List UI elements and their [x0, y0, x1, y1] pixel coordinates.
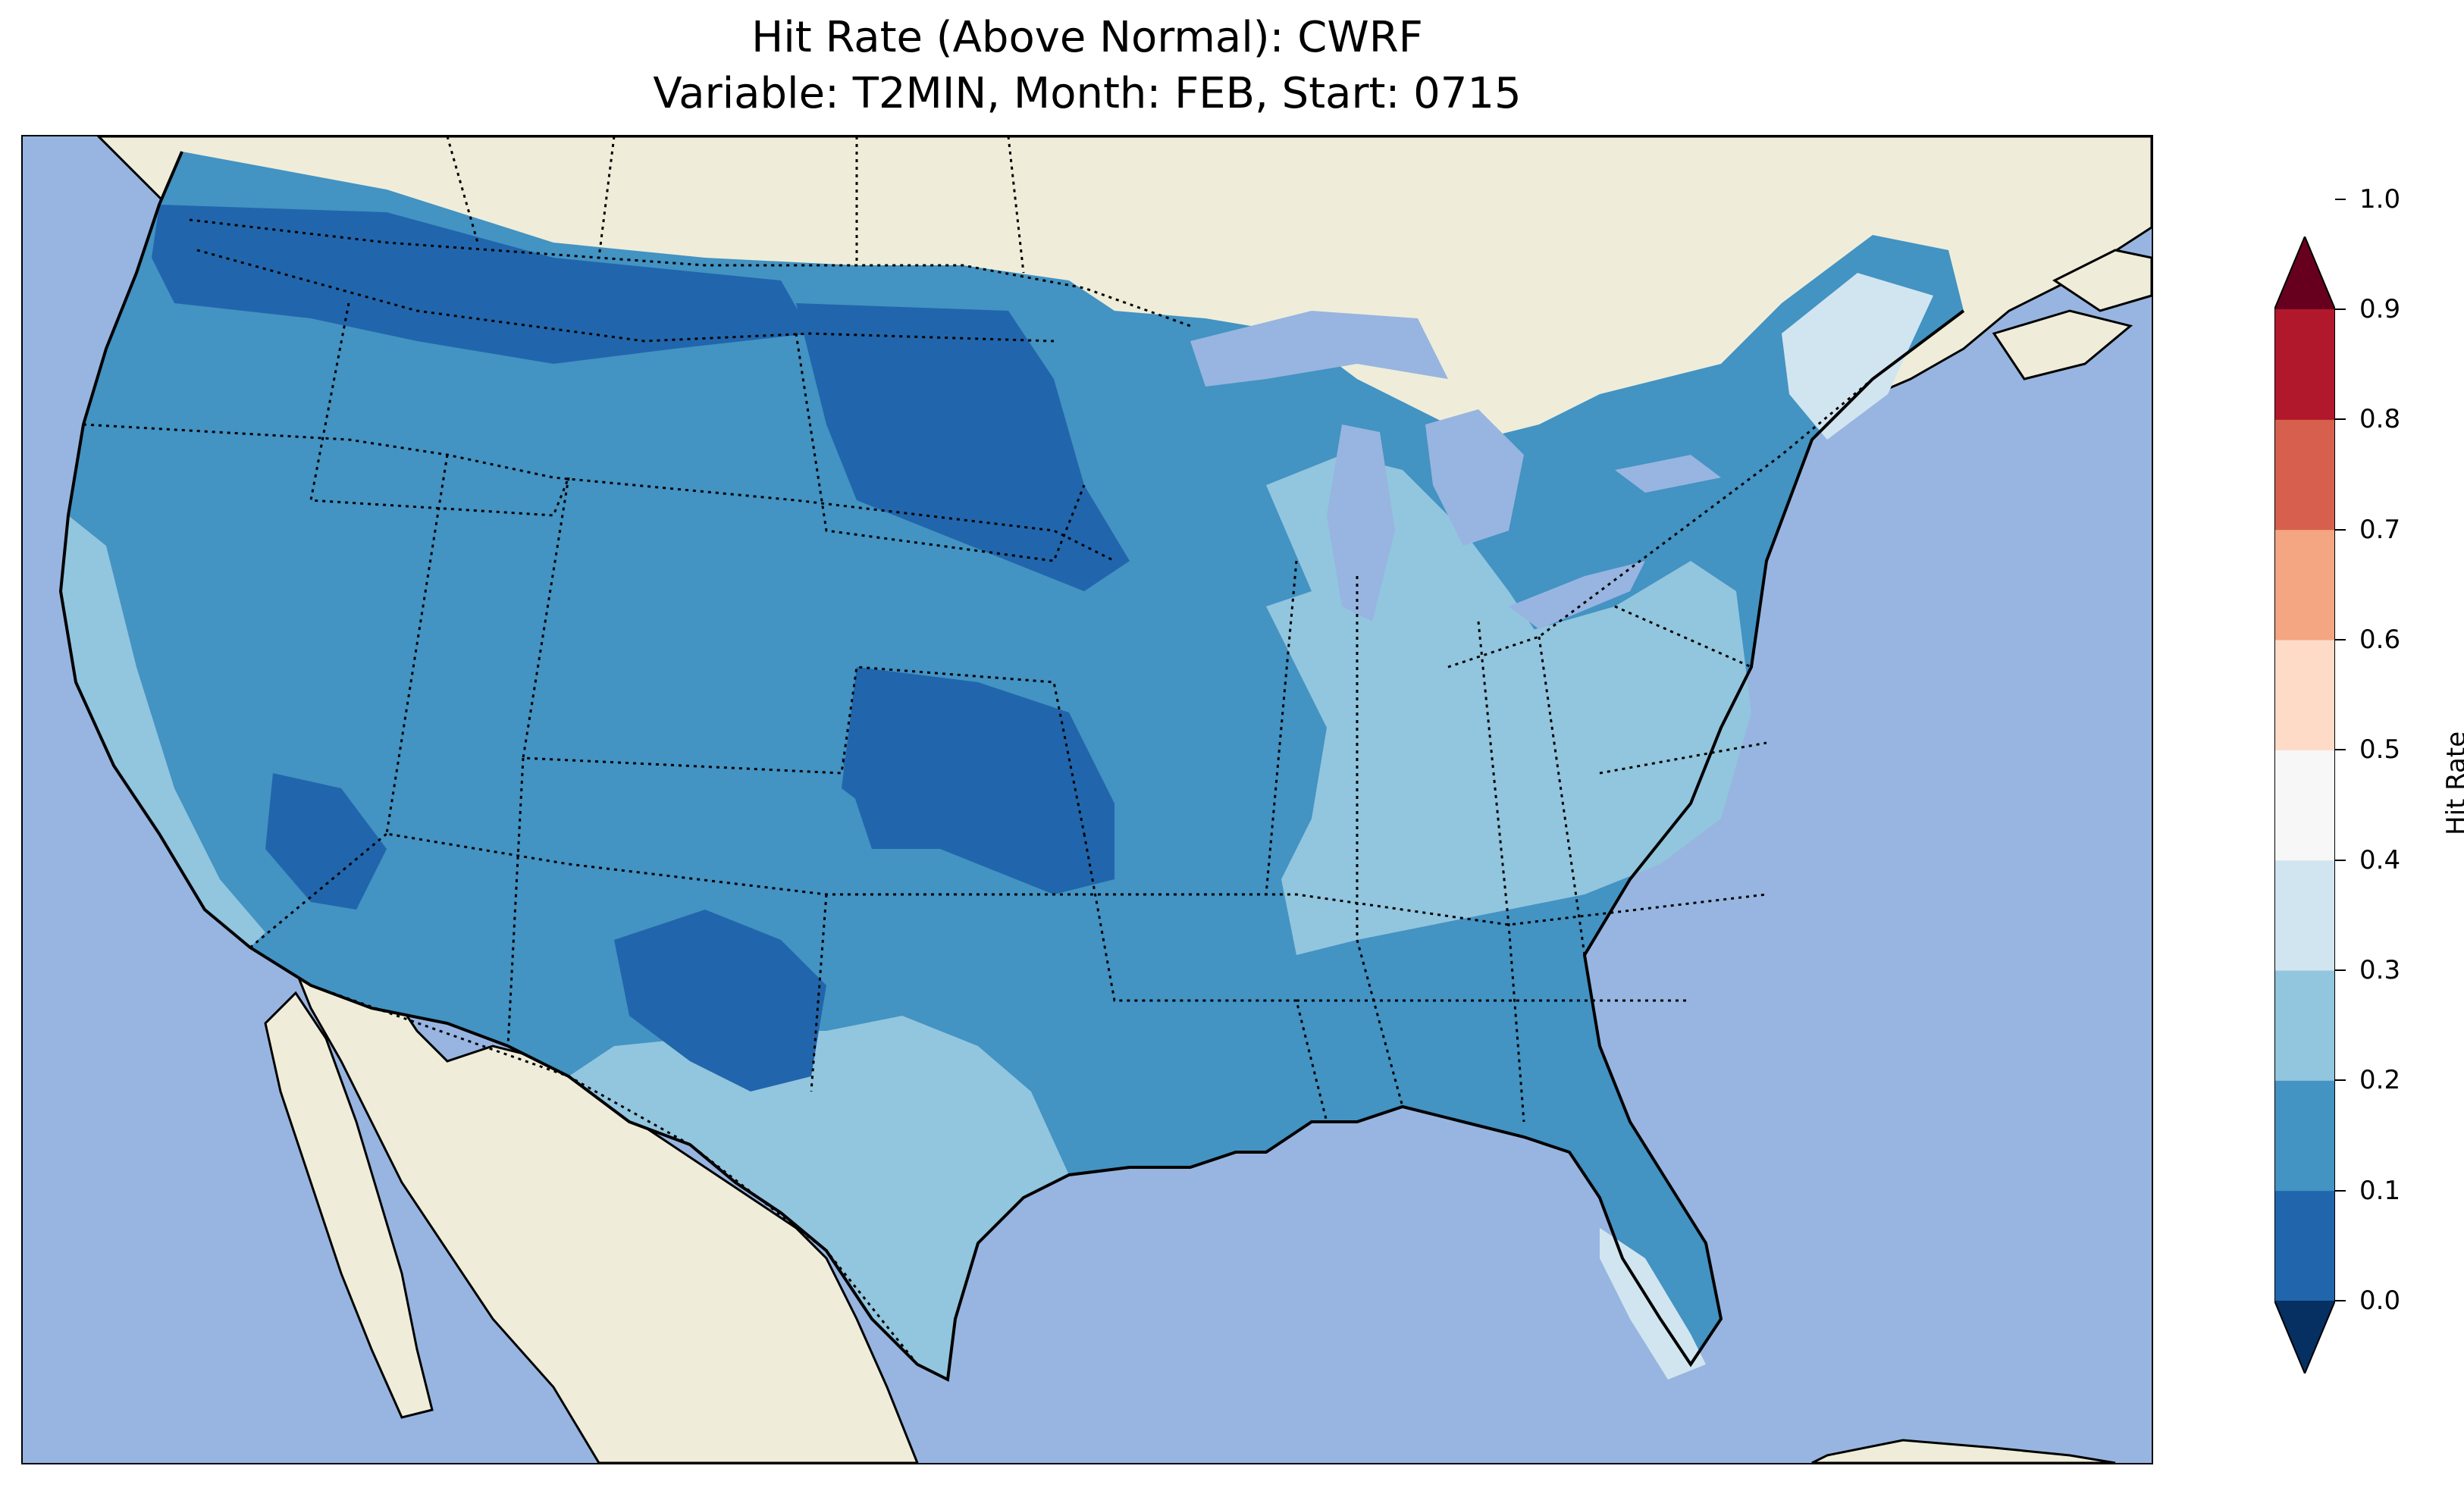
colorbar-tick-label: 0.5: [2359, 734, 2401, 766]
colorbar-segment: [2274, 529, 2335, 641]
colorbar-tick-mark: [2335, 639, 2346, 641]
colorbar-tick-label: 0.1: [2359, 1175, 2401, 1206]
chart-subtitle: Variable: T2MIN, Month: FEB, Start: 0715: [653, 69, 1522, 118]
colorbar-extend-max: [2274, 236, 2335, 309]
colorbar-tick-mark: [2335, 528, 2346, 531]
colorbar-tick-label: 0.0: [2359, 1286, 2401, 1316]
colorbar-tick-mark: [2335, 1189, 2346, 1192]
colorbar-tick-label: 1.0: [2359, 183, 2401, 215]
ohio-valley-region: [1266, 561, 1751, 955]
colorbar-tick-mark: [2335, 1300, 2346, 1301]
state-boundaries: [83, 249, 1814, 1123]
colorbar-tick-mark: [2335, 198, 2346, 200]
colorbar-segment: [2274, 860, 2335, 971]
colorbar-segment: [2274, 750, 2335, 861]
map-canvas: [23, 136, 2152, 1463]
colorbar-tick-label: 0.2: [2359, 1065, 2401, 1096]
colorbar-tick-mark: [2335, 859, 2346, 861]
colorbar-segment: [2274, 970, 2335, 1081]
mexico-landmass: [278, 931, 919, 1463]
colorbar-segment: [2274, 419, 2335, 531]
nova-scotia-landmass: [1992, 309, 2133, 381]
colorbar-tick-label: 0.7: [2359, 514, 2401, 545]
lake-huron: [1425, 409, 1524, 546]
colorbar-label: Hit Rate: [2441, 731, 2464, 835]
california-coast-region: [61, 515, 265, 947]
nova-scotia-landmass: [2052, 249, 2152, 312]
colorbar-segment: [2274, 640, 2335, 750]
colorbar-tick-label: 0.4: [2359, 844, 2401, 875]
map-panel: [21, 135, 2153, 1464]
colorbar-tick-label: 0.6: [2359, 625, 2401, 655]
northern-new-england-region: [1782, 273, 1933, 440]
pacific-northwest-region: [152, 205, 811, 364]
colorbar-tick-label: 0.9: [2359, 294, 2401, 324]
baja-california-landmass: [264, 991, 434, 1419]
colorbar-segment: [2274, 1080, 2335, 1192]
great-basin-region: [265, 773, 387, 910]
colorbar-tick-mark: [2335, 418, 2346, 421]
colorbar-tick-mark: [2335, 969, 2346, 971]
lake-ontario: [1615, 455, 1721, 493]
colorbar-tick-label: 0.8: [2359, 404, 2401, 435]
colorbar-segment: [2274, 309, 2335, 420]
central-plains-region: [842, 667, 1114, 894]
colorbar-extend-min: [2274, 1301, 2335, 1373]
lake-michigan: [1327, 424, 1395, 622]
border-lines: [189, 136, 1873, 1365]
northern-plains-region: [796, 303, 1130, 591]
texas-region: [569, 1016, 1069, 1380]
colorbar: [2274, 236, 2335, 1373]
colorbar-tick-mark: [2335, 1079, 2346, 1082]
colorbar-tick-mark: [2335, 749, 2346, 751]
lake-superior: [1190, 311, 1448, 387]
conus-coastline: [58, 151, 1965, 1383]
colorbar-tick-label: 0.3: [2359, 955, 2401, 985]
nebraska-kansas-core: [842, 758, 963, 849]
chart-title: Hit Rate (Above Normal): CWRF: [751, 13, 1423, 62]
cuba-landmass: [1811, 1439, 2116, 1463]
lake-erie: [1509, 561, 1645, 629]
colorbar-tick-mark: [2335, 309, 2346, 310]
colorbar-segment: [2274, 1190, 2335, 1301]
southwest-region: [614, 910, 826, 1092]
